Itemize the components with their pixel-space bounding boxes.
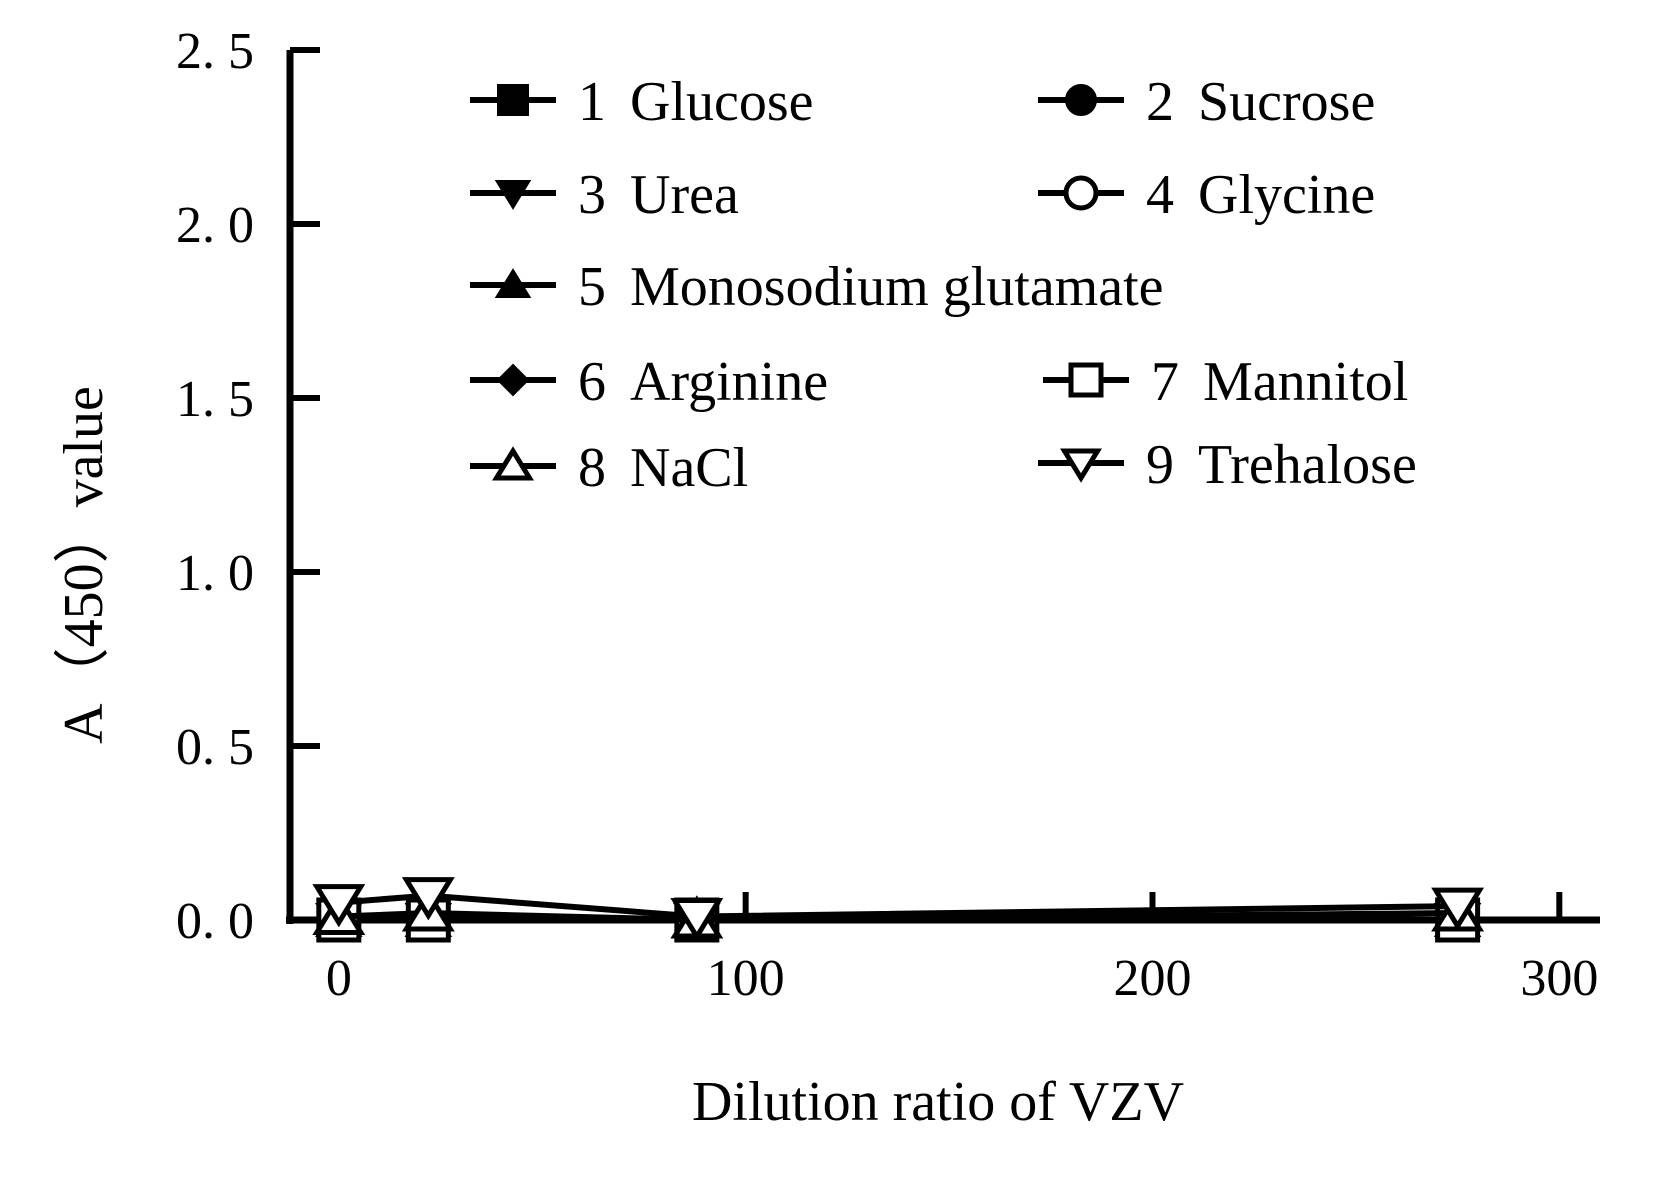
axes: 0. 0 0. 5 1. 0 1. 5 2. 0 2. 5 0 100 200 300 [176, 23, 1600, 1007]
legend-marker [1060, 448, 1102, 483]
data-point [312, 884, 366, 928]
legend-marker [497, 84, 529, 116]
legend-marker [1068, 362, 1104, 398]
legend-marker [1065, 84, 1097, 116]
legend-label: Arginine [630, 351, 828, 413]
legend-item-nacl: 8 NaCl [470, 437, 748, 499]
y-tick-label: 0. 0 [176, 893, 254, 950]
legend-number: 3 [578, 164, 606, 226]
legend-item-trehalose: 9 Trehalose [1038, 434, 1417, 496]
legend-number: 8 [578, 437, 606, 499]
legend-number: 4 [1146, 164, 1174, 226]
data-point [1431, 887, 1485, 931]
legend-number: 5 [578, 256, 606, 318]
x-tick-label: 300 [1520, 950, 1598, 1007]
y-tick-label: 2. 5 [176, 23, 254, 80]
legend-label: NaCl [630, 437, 748, 499]
legend-item-arginine: 6 Arginine [470, 351, 828, 413]
y-tick-label: 1. 0 [176, 545, 254, 602]
legend-label: Glycine [1198, 164, 1375, 226]
series-line [338, 892, 1458, 920]
legend-label: Mannitol [1203, 351, 1408, 413]
legend: 1 Glucose 2 Sucrose 3 Urea 4 Glycine 5 Monosodium… [470, 71, 1417, 499]
x-axis-title: Dilution ratio of VZV [692, 1071, 1184, 1133]
legend-label: Sucrose [1198, 71, 1375, 133]
legend-marker [492, 446, 534, 481]
legend-marker [496, 363, 530, 397]
legend-marker [494, 180, 532, 210]
legend-item-sucrose: 2 Sucrose [1038, 71, 1375, 133]
data-point [401, 877, 455, 921]
legend-marker [1063, 175, 1099, 211]
legend-label: Glucose [630, 71, 814, 133]
y-tick-label: 1. 5 [176, 371, 254, 428]
y-tick-label: 2. 0 [176, 197, 254, 254]
legend-number: 2 [1146, 71, 1174, 133]
legend-number: 6 [578, 351, 606, 413]
legend-item-urea: 3 Urea [470, 164, 739, 226]
legend-item-glycine: 4 Glycine [1038, 164, 1375, 226]
legend-item-mannitol: 7 Mannitol [1043, 351, 1408, 413]
y-tick-label: 0. 5 [176, 719, 254, 776]
legend-label: Urea [630, 164, 739, 226]
legend-item-monosodium-glutamate: 5 Monosodium glutamate [470, 256, 1164, 318]
legend-item-glucose: 1 Glucose [470, 71, 814, 133]
series-trehalose [312, 877, 1485, 942]
series-layer [312, 877, 1485, 943]
legend-marker [494, 268, 532, 298]
legend-label: Trehalose [1198, 434, 1417, 496]
legend-label: Monosodium glutamate [630, 256, 1164, 318]
series-line [338, 910, 1458, 924]
x-tick-label: 0 [326, 950, 352, 1007]
legend-number: 7 [1151, 351, 1179, 413]
legend-number: 1 [578, 71, 606, 133]
data-point [670, 898, 724, 942]
y-axis-title: A（450）value [53, 386, 115, 744]
x-tick-label: 200 [1113, 950, 1191, 1007]
x-tick-label: 100 [707, 950, 785, 1007]
legend-number: 9 [1146, 434, 1174, 496]
